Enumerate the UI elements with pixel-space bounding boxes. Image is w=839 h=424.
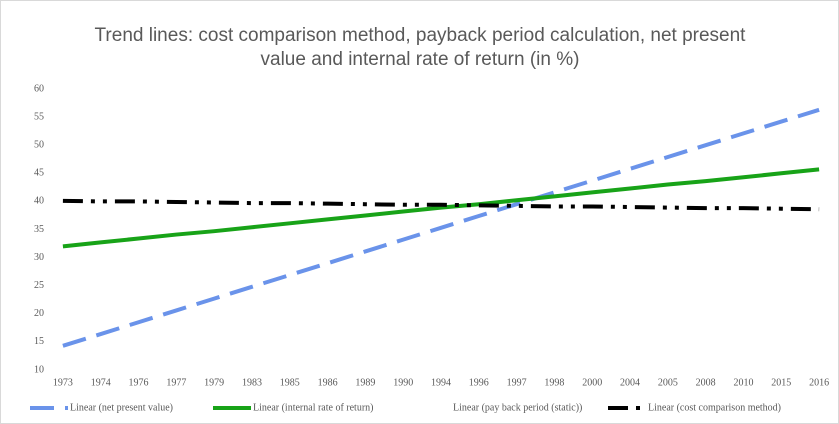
y-tick-label: 40: [34, 196, 44, 207]
x-tick-label: 2004: [620, 377, 640, 388]
legend-label: Linear (net present value): [70, 402, 173, 413]
x-tick-label: 1985: [280, 377, 300, 388]
x-tick-label: 1996: [469, 377, 489, 388]
trend-line: [62, 198, 820, 212]
x-tick-label: 1983: [242, 377, 262, 388]
x-tick-label: 1994: [431, 377, 451, 388]
y-tick-label: 35: [34, 224, 44, 235]
x-tick-label: 1990: [393, 377, 413, 388]
x-tick-label: 2005: [658, 377, 678, 388]
x-tick-label: 1974: [91, 377, 111, 388]
x-tick-label: 1976: [129, 377, 149, 388]
y-tick-label: 25: [34, 280, 44, 291]
y-tick-label: 20: [34, 308, 44, 319]
x-tick-label: 1973: [53, 377, 73, 388]
y-tick-label: 55: [34, 111, 44, 122]
x-tick-label: 2010: [733, 377, 753, 388]
chart-title: Trend lines: cost comparison method, pay…: [94, 25, 746, 70]
legend-label: Linear (cost comparison method): [648, 402, 781, 413]
x-tick-label: 1977: [166, 377, 186, 388]
x-tick-label: 1989: [355, 377, 375, 388]
x-tick-label: 1998: [544, 377, 564, 388]
y-tick-label: 30: [34, 252, 44, 263]
x-tick-label: 2000: [582, 377, 602, 388]
legend-label: Linear (internal rate of return): [253, 402, 374, 413]
y-tick-label: 15: [34, 336, 44, 347]
x-tick-label: 1997: [507, 377, 527, 388]
trend-line: [62, 167, 820, 249]
legend-label: Linear (pay back period (static)): [453, 402, 582, 413]
x-tick-label: 2015: [771, 377, 791, 388]
y-tick-label: 10: [34, 364, 44, 375]
x-tick-label: 1979: [204, 377, 224, 388]
x-tick-label: 1986: [318, 377, 338, 388]
y-tick-label: 45: [34, 168, 44, 179]
trend-line: [62, 107, 820, 348]
x-tick-label: 2008: [696, 377, 716, 388]
x-tick-label: 2016: [809, 377, 829, 388]
y-tick-label: 60: [34, 83, 44, 94]
y-tick-label: 50: [34, 139, 44, 150]
